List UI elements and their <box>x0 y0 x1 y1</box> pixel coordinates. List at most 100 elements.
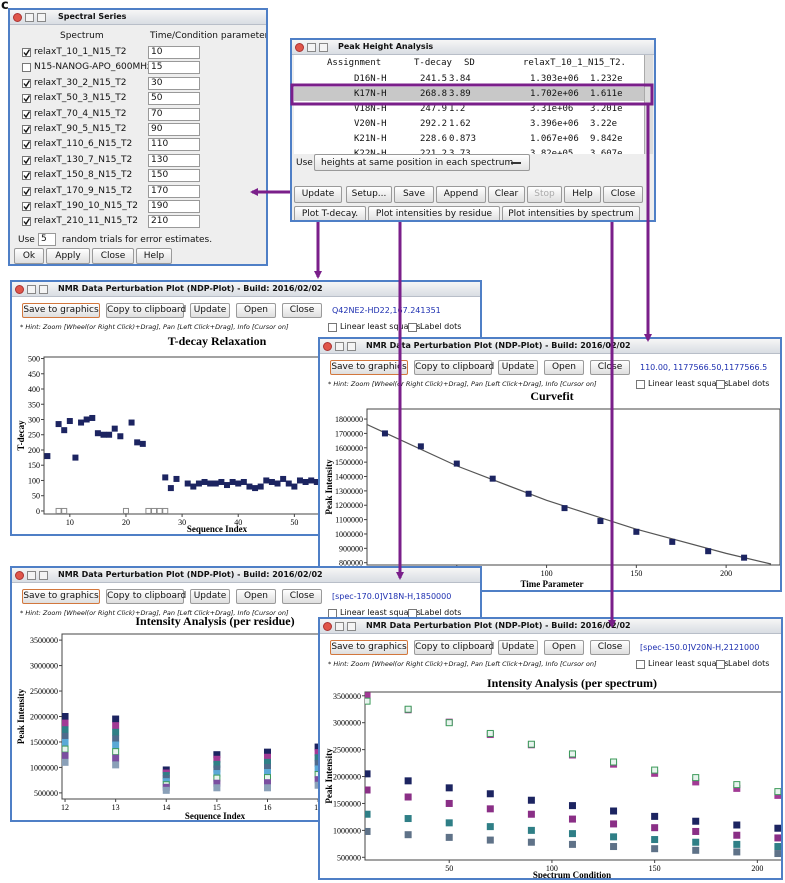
parameter-field[interactable]: 190 <box>148 200 200 213</box>
checkbox[interactable] <box>22 186 31 196</box>
spectrum-name: N15-NANOG-APO_600MHz <box>34 62 152 73</box>
parameter-field[interactable]: 130 <box>148 153 200 167</box>
button[interactable]: Apply <box>46 248 90 264</box>
button[interactable]: Close <box>590 360 630 375</box>
button[interactable]: Save to graphics <box>22 303 100 318</box>
button[interactable]: Save to graphics <box>330 360 408 375</box>
parameter-field[interactable]: 15 <box>148 61 200 75</box>
parameter-field[interactable]: 170 <box>148 184 200 198</box>
button[interactable]: Setup... <box>346 186 392 203</box>
minimize-button[interactable] <box>307 43 316 52</box>
button[interactable]: Copy to clipboard <box>106 589 186 604</box>
button[interactable]: Ok <box>14 248 44 264</box>
button[interactable]: Update <box>190 589 230 604</box>
maximize-button[interactable] <box>37 13 46 22</box>
mode-dropdown[interactable]: heights at same position in each spectru… <box>314 154 530 171</box>
minimize-button[interactable] <box>25 13 34 22</box>
parameter-field[interactable]: 10 <box>148 46 200 59</box>
button[interactable]: Open <box>236 303 276 318</box>
table-row[interactable]: K21N-H 228.6 0.873 1.067e+06 9.842e <box>294 132 644 146</box>
button[interactable]: Copy to clipboard <box>414 360 494 375</box>
checkbox[interactable] <box>22 94 31 104</box>
maximize-button[interactable] <box>347 622 356 631</box>
checkbox[interactable] <box>716 380 725 389</box>
button[interactable]: Update <box>498 360 538 375</box>
parameter-field[interactable]: 70 <box>148 107 200 121</box>
maximize-button[interactable] <box>39 285 48 294</box>
parameter-field[interactable]: 50 <box>148 92 200 106</box>
data-point <box>55 507 62 514</box>
button[interactable]: Plot intensities by spectrum <box>502 206 640 220</box>
button[interactable]: Clear <box>488 186 525 203</box>
button[interactable]: Save to graphics <box>330 640 408 655</box>
close-button[interactable] <box>15 571 24 580</box>
check-mark <box>23 203 30 210</box>
checkbox[interactable] <box>22 125 31 134</box>
button[interactable]: Copy to clipboard <box>106 303 186 318</box>
checkbox[interactable] <box>22 140 31 150</box>
button[interactable]: Help <box>136 248 172 264</box>
checkbox[interactable] <box>22 171 31 181</box>
button[interactable]: Close <box>282 303 322 318</box>
checkbox[interactable] <box>22 78 31 88</box>
checkbox[interactable] <box>22 217 31 227</box>
x-axis-label: Time Parameter <box>520 579 583 589</box>
button[interactable]: Plot intensities by residue <box>368 206 500 220</box>
table-row[interactable]: D16N-H 241.5 3.84 1.303e+06 1.232e <box>294 72 644 86</box>
checkbox[interactable] <box>328 323 337 332</box>
close-button[interactable] <box>13 13 22 22</box>
y-tick-label: 1700000 <box>335 429 363 438</box>
parameter-field[interactable]: 210 <box>148 215 200 229</box>
button[interactable]: Close <box>590 640 630 655</box>
minimize-button[interactable] <box>27 571 36 580</box>
button[interactable]: Close <box>282 589 322 604</box>
button[interactable]: Save <box>394 186 434 203</box>
button[interactable]: Save to graphics <box>22 589 100 604</box>
y-tick-label: 1500000 <box>335 458 363 467</box>
close-button[interactable] <box>323 342 332 351</box>
parameter-field[interactable]: 30 <box>148 76 200 90</box>
button[interactable]: Append <box>436 186 486 203</box>
table-row[interactable]: K22N-H 221.2 3.73 3.82e+05 3.607e <box>294 147 644 154</box>
scrollbar[interactable] <box>644 55 653 154</box>
button[interactable]: Close <box>603 186 643 203</box>
checkbox[interactable] <box>22 202 31 211</box>
close-button[interactable] <box>15 285 24 294</box>
table-row[interactable]: K17N-H 268.8 3.89 1.702e+06 1.611e <box>294 87 644 101</box>
maximize-button[interactable] <box>319 43 328 52</box>
button[interactable]: Close <box>92 248 134 264</box>
button[interactable]: Open <box>236 589 276 604</box>
y-tick-label: 100 <box>28 476 40 485</box>
button[interactable]: Copy to clipboard <box>414 640 494 655</box>
minimize-button[interactable] <box>335 622 344 631</box>
checkbox[interactable] <box>22 155 31 165</box>
button[interactable]: Open <box>544 640 584 655</box>
trials-field[interactable]: 5 <box>38 233 56 246</box>
checkbox[interactable] <box>408 323 417 332</box>
checkbox[interactable] <box>22 63 31 73</box>
checkbox[interactable] <box>636 380 645 389</box>
maximize-button[interactable] <box>39 571 48 580</box>
minimize-button[interactable] <box>335 342 344 351</box>
button[interactable]: Plot T-decay. <box>294 206 366 220</box>
button[interactable]: Open <box>544 360 584 375</box>
checkbox[interactable] <box>716 660 725 669</box>
close-button[interactable] <box>295 43 304 52</box>
button[interactable]: Update <box>498 640 538 655</box>
checkbox[interactable] <box>22 109 31 119</box>
checkbox[interactable] <box>636 660 645 669</box>
table-row[interactable]: V18N-H 247.9 1.2 3.31e+06 3.201e <box>294 102 644 116</box>
maximize-button[interactable] <box>347 342 356 351</box>
parameter-field[interactable]: 150 <box>148 169 200 183</box>
table-row[interactable]: V20N-H 292.2 1.62 3.396e+06 3.22e <box>294 117 644 131</box>
checkbox[interactable] <box>22 48 31 57</box>
button[interactable]: Update <box>190 303 230 318</box>
button[interactable]: Help <box>564 186 601 203</box>
minimize-button[interactable] <box>27 285 36 294</box>
data-point <box>445 833 453 841</box>
parameter-field[interactable]: 110 <box>148 138 200 152</box>
parameter-field[interactable]: 90 <box>148 123 200 136</box>
button[interactable]: Update <box>294 186 342 203</box>
close-button[interactable] <box>323 622 332 631</box>
data-point <box>453 460 460 467</box>
